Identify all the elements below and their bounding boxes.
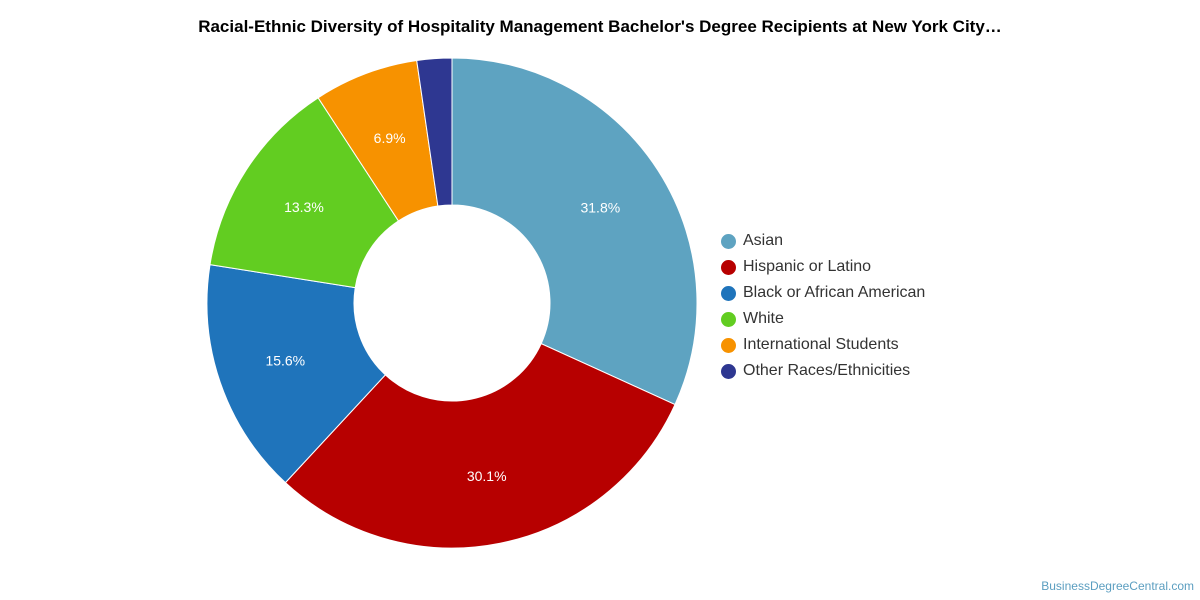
legend-marker bbox=[721, 233, 736, 249]
slice-black-or-african-american[interactable] bbox=[206, 264, 387, 484]
legend-marker bbox=[721, 285, 736, 301]
legend-label: White bbox=[743, 310, 784, 327]
legend-label: Other Races/Ethnicities bbox=[743, 362, 911, 379]
legend-item-other-races-ethnicities[interactable]: Other Races/Ethnicities bbox=[721, 358, 925, 384]
legend-label: Black or African American bbox=[743, 284, 926, 301]
slice-other-races-ethnicities[interactable] bbox=[416, 57, 453, 207]
data-label-asian: 31.8% bbox=[580, 200, 620, 216]
legend-item-black-or-african-american[interactable]: Black or African American bbox=[721, 280, 925, 306]
slice-white[interactable] bbox=[209, 97, 400, 289]
chart-legend: Asian Hispanic or Latino Black or African … bbox=[721, 228, 925, 384]
legend-marker bbox=[721, 337, 736, 353]
legend-label: Hispanic or Latino bbox=[743, 258, 872, 275]
legend-label: International Students bbox=[743, 336, 899, 353]
data-label-black-or-african-american: 15.6% bbox=[265, 353, 305, 369]
legend-marker bbox=[721, 259, 736, 275]
legend-item-asian[interactable]: Asian bbox=[721, 228, 925, 254]
slice-hispanic-or-latino[interactable] bbox=[284, 342, 676, 549]
watermark: BusinessDegreeCentral.com bbox=[1041, 579, 1194, 593]
legend-label: Asian bbox=[743, 232, 784, 249]
legend-item-international-students[interactable]: International Students bbox=[721, 332, 925, 358]
chart-title: Racial-Ethnic Diversity of Hospitality M… bbox=[198, 17, 1002, 36]
legend-item-hispanic-or-latino[interactable]: Hispanic or Latino bbox=[721, 254, 925, 280]
legend-marker bbox=[721, 363, 736, 379]
legend-item-white[interactable]: White bbox=[721, 306, 925, 332]
data-label-international-students: 6.9% bbox=[374, 130, 406, 146]
data-label-white: 13.3% bbox=[284, 199, 324, 215]
legend-marker bbox=[721, 311, 736, 327]
data-label-hispanic-or-latino: 30.1% bbox=[467, 468, 507, 484]
slice-asian[interactable] bbox=[451, 57, 698, 406]
